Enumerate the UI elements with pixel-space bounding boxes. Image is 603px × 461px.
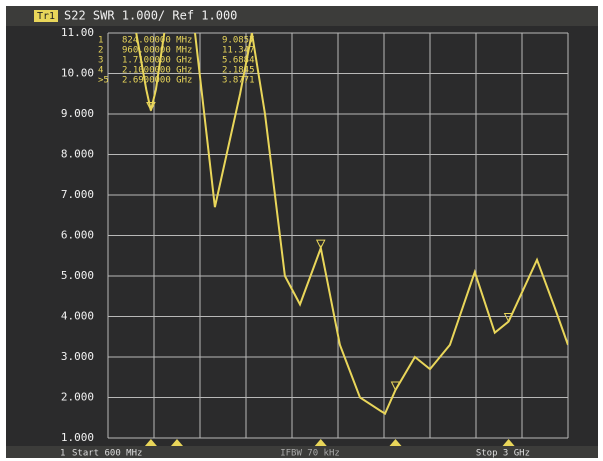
- trace-label: Tr1: [37, 11, 55, 22]
- y-tick-label: 7.000: [61, 188, 94, 201]
- y-tick-label: 4.000: [61, 310, 94, 323]
- marker-id: 1: [98, 36, 103, 46]
- marker-frequency: 960.00000 MHz: [122, 46, 192, 56]
- y-tick-label: 9.000: [61, 107, 94, 120]
- marker-value: 9.0857: [222, 36, 255, 46]
- marker-frequency: 2.6900000 GHz: [122, 76, 192, 86]
- ifbw-label: IFBW 70 kHz: [280, 449, 340, 459]
- y-tick-label: 11.00: [61, 26, 94, 39]
- y-tick-label: 10.00: [61, 67, 94, 80]
- stimulus-marker: [502, 439, 515, 446]
- marker-id: >5: [98, 76, 109, 86]
- y-tick-label: 3.000: [61, 350, 94, 363]
- chart-title: S22 SWR 1.000/ Ref 1.000: [64, 9, 237, 23]
- channel-label: 1: [60, 449, 65, 459]
- stop-label: Stop 3 GHz: [476, 449, 530, 459]
- trace-badge: [34, 10, 58, 22]
- marker-frequency: 1.7100000 GHz: [122, 56, 192, 66]
- marker-frequency: 2.1000000 GHz: [122, 66, 192, 76]
- start-label: Start 600 MHz: [72, 449, 142, 459]
- marker-value: 3.8771: [222, 76, 255, 86]
- marker-symbol: [315, 239, 326, 250]
- marker-symbol: [503, 312, 514, 323]
- header-bar: [6, 6, 598, 26]
- plot-area: [135, 33, 568, 416]
- marker-value: 2.1845: [222, 66, 255, 76]
- marker-id: 4: [98, 66, 103, 76]
- y-tick-label: 8.000: [61, 148, 94, 161]
- stimulus-marker: [389, 439, 402, 446]
- y-tick-label: 1.000: [61, 431, 94, 444]
- marker-symbol: [146, 102, 156, 112]
- stimulus-marker: [314, 439, 327, 446]
- marker-value: 11.347: [222, 46, 255, 56]
- y-tick-label: 5.000: [61, 269, 94, 282]
- stimulus-marker: [171, 439, 183, 446]
- footer-bar: [6, 446, 598, 458]
- screen: [6, 6, 598, 458]
- marker-value: 5.6884: [222, 56, 255, 66]
- marker-id: 2: [98, 46, 103, 56]
- marker-frequency: 824.00000 MHz: [122, 36, 192, 46]
- y-tick-label: 2.000: [61, 391, 94, 404]
- y-tick-label: 6.000: [61, 229, 94, 242]
- marker-id: 3: [98, 56, 103, 66]
- stimulus-marker: [144, 439, 157, 446]
- marker-symbol: [390, 381, 401, 392]
